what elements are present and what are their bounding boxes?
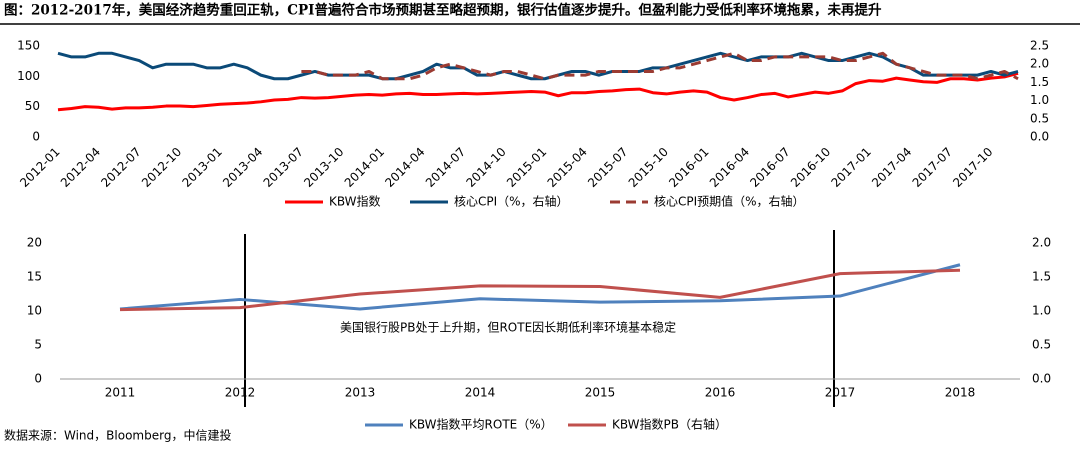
x-tick-label: 2017-10 <box>950 145 995 190</box>
x-tick-label: 2012-10 <box>139 145 184 190</box>
y-tick-label: 0 <box>32 130 40 144</box>
x-tick-label: 2015-10 <box>626 145 671 190</box>
x-tick-label: 2016-10 <box>788 145 833 190</box>
y2-tick-label: 2.0 <box>1030 57 1049 71</box>
x-tick-label: 2013-07 <box>261 145 306 190</box>
x-tick-label: 2012-07 <box>98 145 143 190</box>
y-tick-label: 20 <box>27 236 42 250</box>
y-tick-label: 150 <box>17 39 40 53</box>
x-tick-label: 2013-10 <box>301 145 346 190</box>
legend-label: 核心CPI预期值（%，右轴） <box>654 194 805 209</box>
x-tick-label: 2014-01 <box>342 145 387 190</box>
legend-label: KBW指数PB（右轴） <box>612 417 727 432</box>
y2-tick-label: 0.5 <box>1030 111 1049 125</box>
x-tick-label: 2011 <box>105 386 136 400</box>
x-tick-label: 2012 <box>225 386 256 400</box>
x-tick-label: 2014-04 <box>382 145 427 190</box>
y2-tick-label: 0.5 <box>1032 338 1051 352</box>
x-tick-label: 2015 <box>585 386 616 400</box>
x-tick-label: 2017-07 <box>910 145 955 190</box>
x-tick-label: 2017 <box>825 386 856 400</box>
series-line <box>119 268 961 312</box>
y-tick-label: 0 <box>34 372 42 386</box>
x-tick-label: 2014-10 <box>463 145 508 190</box>
y2-tick-label: 1.5 <box>1030 75 1049 89</box>
series-line <box>301 51 1019 81</box>
source: 数据来源：Wind，Bloomberg，中信建投 <box>4 428 231 443</box>
x-tick-label: 2014-07 <box>423 145 468 190</box>
x-tick-label: 2016-04 <box>707 145 752 190</box>
y2-tick-label: 2.5 <box>1030 39 1049 53</box>
x-tick-label: 2016-01 <box>666 145 711 190</box>
x-tick-label: 2012-04 <box>58 145 103 190</box>
y-tick-label: 5 <box>34 338 42 352</box>
x-tick-label: 2014 <box>465 386 496 400</box>
x-tick-label: 2016 <box>705 386 736 400</box>
y2-tick-label: 1.0 <box>1030 93 1049 107</box>
y2-tick-label: 1.5 <box>1032 270 1051 284</box>
legend-label: 核心CPI（%，右轴） <box>454 194 569 209</box>
x-tick-label: 2012-01 <box>17 145 62 190</box>
y2-tick-label: 0.0 <box>1032 372 1051 386</box>
x-tick-label: 2013 <box>345 386 376 400</box>
y-tick-label: 100 <box>17 69 40 83</box>
y2-tick-label: 0.0 <box>1030 130 1049 144</box>
y-tick-label: 50 <box>25 99 40 113</box>
y-tick-label: 15 <box>27 270 42 284</box>
series-line <box>119 263 961 311</box>
x-tick-label: 2013-01 <box>179 145 224 190</box>
x-tick-label: 2015-07 <box>585 145 630 190</box>
series-line <box>57 71 1019 112</box>
legend-label: KBW指数平均ROTE（%） <box>409 417 553 432</box>
annotation: 美国银行股PB处于上升期，但ROTE因长期低利率环境基本稳定 <box>340 320 676 335</box>
x-tick-label: 2017-01 <box>829 145 874 190</box>
x-tick-label: 2018 <box>945 386 976 400</box>
y2-tick-label: 1.0 <box>1032 304 1051 318</box>
series-line <box>57 51 1019 81</box>
y2-tick-label: 2.0 <box>1032 236 1051 250</box>
x-tick-label: 2013-04 <box>220 145 265 190</box>
page-title: 图：2012-2017年，美国经济趋势重回正轨，CPI普遍符合市场预期甚至略超预… <box>4 2 882 19</box>
legend-label: KBW指数 <box>329 194 381 209</box>
x-tick-label: 2015-01 <box>504 145 549 190</box>
y-tick-label: 10 <box>27 304 42 318</box>
x-tick-label: 2016-07 <box>747 145 792 190</box>
x-tick-label: 2015-04 <box>545 145 590 190</box>
x-tick-label: 2017-04 <box>869 145 914 190</box>
